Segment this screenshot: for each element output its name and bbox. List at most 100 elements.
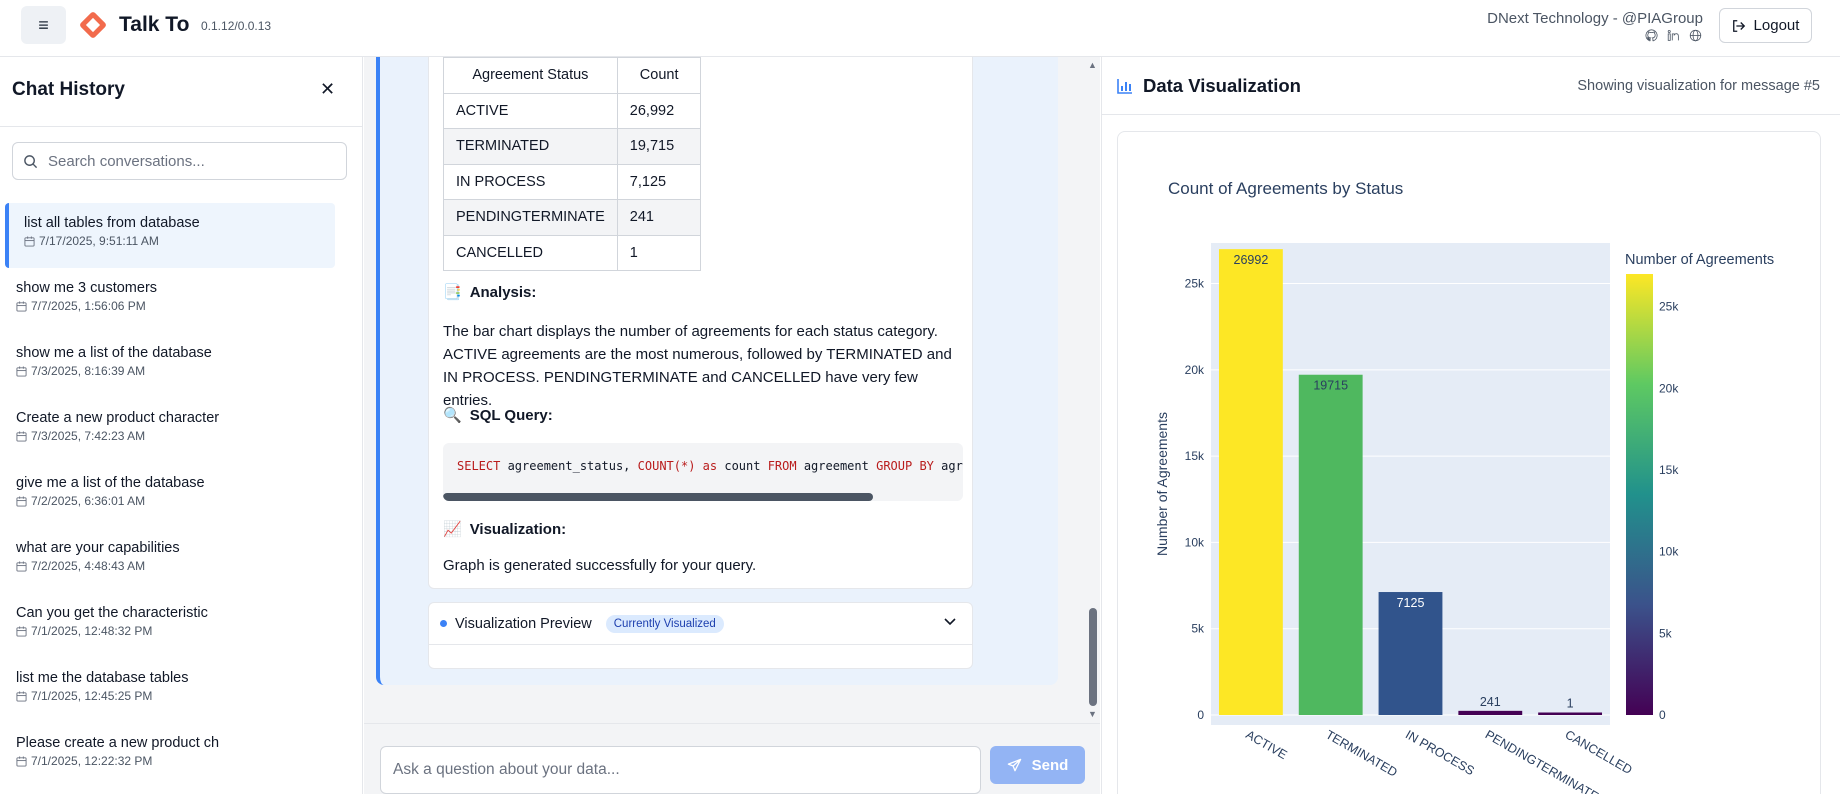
hamburger-menu-icon: ≡ bbox=[38, 14, 49, 35]
history-item[interactable]: Please create a new product ch 7/1/2025, … bbox=[0, 723, 363, 788]
app-header: ≡ Talk To 0.1.12/0.0.13 DNext Technology… bbox=[0, 0, 1840, 57]
history-item-title: what are your capabilities bbox=[16, 540, 180, 556]
table-cell-count: 7,125 bbox=[616, 163, 702, 200]
history-item-title: list me the database tables bbox=[16, 670, 189, 686]
colorbar-tick-label: 5k bbox=[1659, 626, 1673, 640]
bar[interactable] bbox=[1458, 710, 1523, 715]
data-label: 19715 bbox=[1313, 379, 1348, 393]
table-cell-count: 1 bbox=[616, 234, 702, 271]
bar[interactable] bbox=[1538, 712, 1603, 716]
hamburger-menu-button[interactable]: ≡ bbox=[21, 6, 66, 44]
data-label: 7125 bbox=[1397, 596, 1425, 610]
x-tick-label: CANCELLED bbox=[1563, 727, 1635, 777]
calendar-icon bbox=[16, 690, 27, 702]
history-item[interactable]: list me the database tables 7/1/2025, 12:… bbox=[0, 658, 363, 723]
chat-vertical-scrollbar[interactable] bbox=[1089, 608, 1097, 706]
search-box bbox=[12, 142, 347, 180]
chevron-down-icon[interactable] bbox=[944, 615, 956, 629]
history-item-date: 7/17/2025, 9:51:11 AM bbox=[24, 234, 319, 248]
visualization-preview-toggle[interactable]: Visualization Preview Currently Visualiz… bbox=[429, 603, 972, 645]
code-horizontal-scrollbar[interactable] bbox=[443, 493, 873, 501]
app-title: Talk To bbox=[119, 13, 190, 36]
history-item-title: show me 3 customers bbox=[16, 280, 158, 296]
history-item-title: Can you get the characteristic bbox=[16, 605, 208, 621]
calendar-icon bbox=[16, 300, 27, 312]
history-item[interactable]: show me a list of the database 7/3/2025, … bbox=[0, 333, 363, 398]
bar[interactable] bbox=[1218, 249, 1283, 716]
table-header-row: Agreement Status Count bbox=[443, 57, 702, 94]
column-header: Count bbox=[616, 57, 702, 94]
history-item-date: 7/1/2025, 12:22:32 PM bbox=[16, 754, 347, 768]
visualization-title: Data Visualization bbox=[1117, 75, 1301, 97]
sql-heading: 🔍 SQL Query: bbox=[443, 406, 553, 425]
bar[interactable] bbox=[1298, 374, 1363, 715]
colorbar-title: Number of Agreements bbox=[1625, 252, 1774, 268]
chat-input-bar: Send bbox=[364, 723, 1100, 794]
colorbar bbox=[1626, 274, 1653, 715]
data-label: 1 bbox=[1567, 697, 1574, 711]
chat-history-sidebar: Chat History ✕ list all tables from data… bbox=[0, 57, 363, 794]
magnifier-icon: 🔍 bbox=[443, 407, 462, 424]
history-list: list all tables from database 7/17/2025, … bbox=[0, 203, 363, 788]
history-item-title: show me a list of the database bbox=[16, 345, 212, 361]
colorbar-tick-label: 10k bbox=[1659, 545, 1679, 559]
calendar-icon bbox=[16, 365, 27, 377]
history-item-title: Create a new product character bbox=[16, 410, 220, 426]
memo-icon: 📑 bbox=[443, 284, 462, 301]
send-button[interactable]: Send bbox=[990, 746, 1085, 784]
analysis-heading: 📑 Analysis: bbox=[443, 283, 537, 302]
history-item[interactable]: list all tables from database 7/17/2025, … bbox=[5, 203, 335, 268]
visualization-subtitle: Showing visualization for message #5 bbox=[1577, 78, 1820, 94]
calendar-icon bbox=[24, 235, 35, 247]
sidebar-title: Chat History bbox=[12, 79, 125, 100]
close-icon[interactable]: ✕ bbox=[320, 79, 336, 99]
bar-chart[interactable]: Count of Agreements by Status 26992 19715… bbox=[1118, 132, 1822, 794]
history-item[interactable]: Can you get the characteristic 7/1/2025, … bbox=[0, 593, 363, 658]
bar[interactable] bbox=[1378, 592, 1443, 715]
chart-card: Count of Agreements by Status 26992 19715… bbox=[1117, 131, 1821, 794]
chart-increasing-icon: 📈 bbox=[443, 521, 462, 538]
sql-code-block[interactable]: SELECT agreement_status, COUNT(*) as cou… bbox=[443, 443, 963, 501]
history-item[interactable]: show me 3 customers 7/7/2025, 1:56:06 PM bbox=[0, 268, 363, 333]
history-item-date: 7/2/2025, 6:36:01 AM bbox=[16, 494, 347, 508]
calendar-icon bbox=[16, 495, 27, 507]
table-row: ACTIVE 26,992 bbox=[443, 92, 702, 129]
assistant-message: Agreement Status Count ACTIVE 26,992 TERMI… bbox=[376, 57, 1058, 685]
logout-button[interactable]: Logout bbox=[1719, 8, 1812, 43]
visualization-header: Data Visualization Showing visualization… bbox=[1102, 57, 1840, 115]
history-item[interactable]: what are your capabilities 7/2/2025, 4:48… bbox=[0, 528, 363, 593]
history-item[interactable]: give me a list of the database 7/2/2025, … bbox=[0, 463, 363, 528]
history-item-date: 7/3/2025, 8:16:39 AM bbox=[16, 364, 347, 378]
visualization-panel: Data Visualization Showing visualization… bbox=[1101, 57, 1840, 794]
chat-input[interactable] bbox=[380, 746, 981, 794]
globe-icon[interactable] bbox=[1687, 27, 1703, 43]
preview-label: Visualization Preview bbox=[455, 615, 592, 632]
social-links bbox=[1643, 27, 1703, 43]
table-cell-status: CANCELLED bbox=[443, 234, 618, 271]
colorbar-tick-label: 25k bbox=[1659, 300, 1679, 314]
y-axis-label: Number of Agreements bbox=[1154, 412, 1170, 556]
search-icon bbox=[24, 154, 38, 168]
github-icon[interactable] bbox=[1643, 27, 1659, 43]
y-tick-label: 15k bbox=[1185, 449, 1205, 463]
table-row: TERMINATED 19,715 bbox=[443, 128, 702, 165]
history-item[interactable]: Create a new product character 7/3/2025, … bbox=[0, 398, 363, 463]
search-input[interactable] bbox=[48, 152, 328, 170]
talkto-logo bbox=[80, 12, 106, 38]
chart-title: Count of Agreements by Status bbox=[1168, 179, 1403, 198]
response-card: Agreement Status Count ACTIVE 26,992 TERMI… bbox=[428, 57, 973, 589]
table-cell-status: TERMINATED bbox=[443, 128, 618, 165]
scroll-up-arrow-icon[interactable]: ▲ bbox=[1088, 60, 1097, 70]
y-tick-label: 20k bbox=[1185, 363, 1205, 377]
table-row: PENDINGTERMINATE 241 bbox=[443, 199, 702, 236]
calendar-icon bbox=[16, 430, 27, 442]
colorbar-tick-label: 20k bbox=[1659, 381, 1679, 395]
table-cell-status: PENDINGTERMINATE bbox=[443, 199, 618, 236]
table-row: CANCELLED 1 bbox=[443, 234, 702, 271]
table-row: IN PROCESS 7,125 bbox=[443, 163, 702, 200]
chat-scroll-area[interactable]: Agreement Status Count ACTIVE 26,992 TERMI… bbox=[376, 57, 1066, 685]
visualization-heading: 📈 Visualization: bbox=[443, 520, 567, 539]
linkedin-icon[interactable] bbox=[1665, 27, 1681, 43]
scroll-down-arrow-icon[interactable]: ▼ bbox=[1088, 709, 1097, 719]
logout-icon bbox=[1732, 19, 1745, 32]
